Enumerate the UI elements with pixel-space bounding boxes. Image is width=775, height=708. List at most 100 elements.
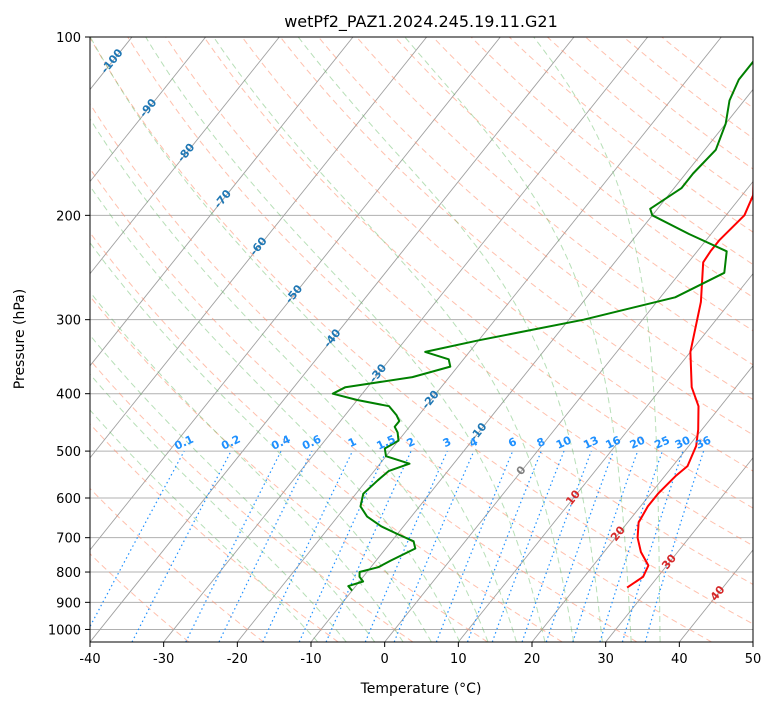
isotherm-line (90, 37, 575, 642)
dry-adiabat-line (508, 37, 753, 233)
mixing-ratio-label: 2 (405, 435, 417, 450)
mixing-ratio-line (218, 450, 313, 642)
isotherm-line (531, 365, 753, 642)
x-tick-label: 0 (381, 652, 389, 667)
isotherm-label: 10 (563, 487, 583, 507)
dry-adiabats (90, 37, 753, 642)
mixing-ratio-line (435, 450, 514, 642)
mixing-ratio-label: 16 (604, 433, 624, 451)
dry-adiabat-line (356, 37, 753, 366)
moist-adiabat-line (404, 37, 632, 642)
isotherm-line (163, 37, 649, 642)
dry-adiabat-line (90, 423, 339, 642)
isotherm-label: -40 (321, 326, 344, 350)
dry-adiabat-line (279, 37, 753, 436)
y-axis-title: Pressure (hPa) (12, 289, 28, 389)
isotherm-line (310, 88, 753, 642)
skewed-isotherms (90, 37, 753, 642)
isotherm-line (90, 37, 428, 459)
isotherm-label: -80 (175, 141, 198, 165)
mixing-ratio-line (90, 450, 185, 628)
mixing-ratio-line (599, 450, 663, 642)
isotherm-line (90, 37, 354, 367)
chart-title: wetPf2_PAZ1.2024.245.19.11.G21 (284, 12, 558, 32)
mixing-ratio-line (364, 450, 448, 642)
profile-series (331, 60, 753, 592)
mixing-ratio-line (572, 450, 639, 642)
isotherm-label: -60 (247, 234, 270, 258)
x-tick-label: 30 (597, 652, 614, 667)
mixing-ratio-line (466, 450, 542, 642)
dry-adiabat-line (470, 37, 753, 266)
mixing-ratio-line (393, 450, 475, 642)
mixing-ratio-line (644, 450, 705, 642)
mixing-ratio-label: 0.2 (219, 433, 242, 453)
isotherm-line (90, 37, 501, 551)
y-tick-label: 900 (56, 596, 81, 611)
mixing-ratio-label: 36 (694, 433, 714, 451)
mixing-ratio-label: 0.4 (269, 432, 292, 452)
isotherm-label: -100 (98, 46, 126, 76)
mixing-ratio-label: 25 (652, 434, 671, 452)
mixing-ratio-lines (90, 450, 705, 642)
mixing-ratio-line (325, 450, 412, 642)
mixing-ratio-label: 1 (346, 435, 358, 450)
dewpoint-profile-line (331, 60, 753, 592)
dry-adiabat-line (547, 37, 753, 201)
x-tick-label: -20 (227, 652, 248, 667)
x-tick-label: 40 (671, 652, 688, 667)
moist-adiabat-line (90, 291, 404, 642)
isotherm-line (752, 641, 753, 642)
mixing-ratio-label: 1.5 (374, 433, 397, 453)
mixing-ratio-line (131, 450, 232, 642)
isotherm-label: -70 (211, 187, 234, 211)
y-tick-label: 300 (56, 314, 81, 329)
isotherm-label: 0 (514, 463, 529, 477)
dry-adiabat-line (165, 37, 753, 547)
temperature-profile-line (626, 179, 753, 589)
isotherm-label: 40 (708, 583, 728, 603)
moist-adiabat-line (90, 185, 461, 642)
dry-adiabat-line (394, 37, 753, 332)
mixing-ratio-label: 6 (506, 435, 519, 450)
moist-adiabat-line (90, 334, 376, 642)
x-tick-label: -30 (153, 652, 174, 667)
moist-adiabat-line (90, 409, 319, 642)
isotherm-line (384, 180, 753, 642)
mixing-ratio-label: 8 (535, 435, 547, 450)
dry-adiabat-line (90, 553, 190, 642)
x-tick-label: 10 (450, 652, 467, 667)
dry-adiabat-line (585, 37, 753, 170)
mixing-ratio-line (298, 450, 387, 642)
mixing-ratio-line (262, 450, 354, 642)
moist-adiabat-line (297, 37, 603, 642)
dry-adiabat-line (318, 37, 753, 401)
isotherm-line (90, 37, 207, 183)
dry-adiabat-line (90, 37, 753, 625)
y-tick-label: 500 (56, 445, 81, 460)
x-axis-ticks: -40 -30 -20 -10 0 10 20 30 40 50 (79, 642, 761, 667)
mixing-ratio-label: 3 (441, 435, 453, 450)
x-axis-title: Temperature (°C) (360, 681, 482, 697)
moist-adiabat-line (90, 117, 489, 642)
moist-adiabat-line (213, 37, 575, 642)
moist-adiabat-line (145, 37, 546, 642)
y-tick-label: 200 (56, 209, 81, 224)
mixing-ratio-label: 30 (673, 433, 693, 451)
dry-adiabat-line (90, 295, 488, 642)
y-tick-label: 1000 (48, 623, 81, 638)
x-tick-label: -40 (79, 652, 100, 667)
moist-adiabat-line (90, 373, 347, 642)
plot-area (90, 37, 753, 642)
mixing-ratio-line (621, 450, 684, 642)
mixing-ratio-label: 10 (554, 433, 574, 451)
isotherm-line (605, 457, 753, 642)
dry-adiabat-line (90, 102, 712, 642)
dry-adiabat-line (241, 37, 753, 472)
x-tick-label: 20 (524, 652, 541, 667)
mixing-ratio-line (185, 450, 282, 642)
y-tick-label: 400 (56, 388, 81, 403)
mixing-ratio-label: 0.1 (172, 433, 195, 453)
mixing-ratio-label: 13 (581, 434, 600, 452)
